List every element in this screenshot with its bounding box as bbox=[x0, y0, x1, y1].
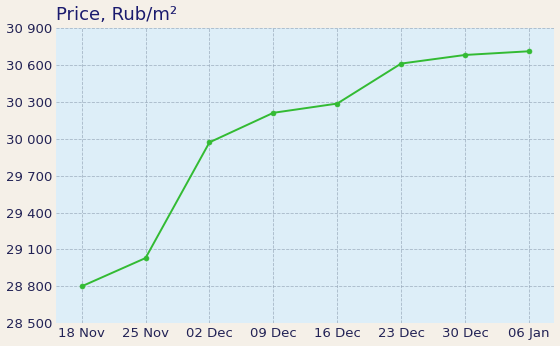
Text: Price, Rub/m²: Price, Rub/m² bbox=[56, 6, 177, 24]
